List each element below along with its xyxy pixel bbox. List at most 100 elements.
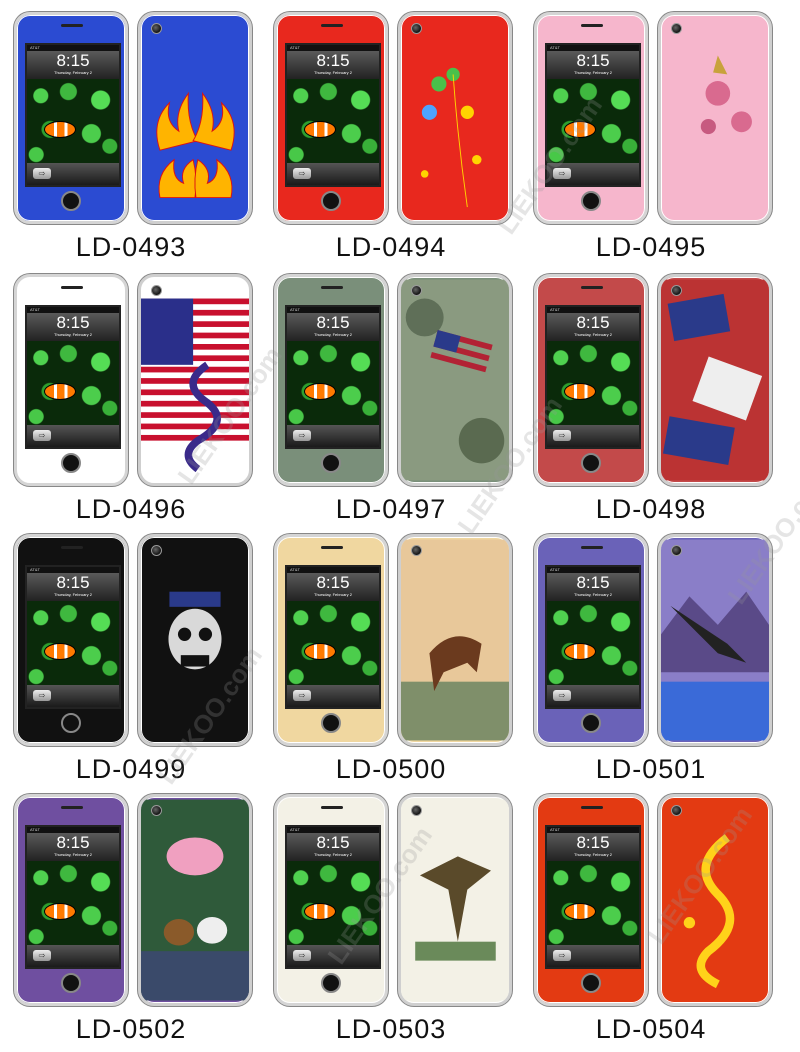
phone-front-view: AT&T 8:15 Thursday, February 2 ⇨ [274, 274, 388, 486]
status-bar: AT&T [287, 567, 379, 573]
clownfish-icon [563, 643, 596, 660]
phone-back-view [658, 794, 772, 1006]
phone-screen: AT&T 8:15 Thursday, February 2 ⇨ [25, 43, 121, 187]
wallpaper [547, 861, 639, 945]
arrow-right-icon[interactable]: ⇨ [293, 168, 311, 179]
product-card[interactable]: AT&T 8:15 Thursday, February 2 ⇨ LD-049 [260, 262, 522, 524]
phone-front-view: AT&T 8:15 Thursday, February 2 ⇨ [274, 12, 388, 224]
product-code: LD-0504 [595, 1014, 707, 1044]
product-card[interactable]: AT&T 8:15 Thursday, February 2 ⇨ LD-0503 [260, 782, 522, 1044]
product-card[interactable]: AT&T 8:15 Thursday, February 2 ⇨ LD-0494 [260, 0, 522, 262]
home-button[interactable] [61, 453, 81, 473]
phone-front-view: AT&T 8:15 Thursday, February 2 ⇨ [534, 794, 648, 1006]
slide-to-unlock[interactable]: ⇨ [287, 425, 379, 447]
wallpaper [27, 341, 119, 425]
home-button[interactable] [321, 973, 341, 993]
clownfish-icon [43, 383, 76, 400]
home-button[interactable] [61, 191, 81, 211]
phone-back-view [398, 794, 512, 1006]
clock-time: 8:15 [576, 833, 610, 852]
home-button[interactable] [581, 453, 601, 473]
home-button[interactable] [321, 191, 341, 211]
clock-time: 8:15 [316, 313, 350, 332]
phone-front-view: AT&T 8:15 Thursday, February 2 ⇨ [534, 534, 648, 746]
slide-to-unlock[interactable]: ⇨ [547, 163, 639, 185]
arrow-right-icon[interactable]: ⇨ [293, 430, 311, 441]
arrow-right-icon[interactable]: ⇨ [33, 168, 51, 179]
arrow-right-icon[interactable]: ⇨ [33, 950, 51, 961]
home-button[interactable] [321, 453, 341, 473]
arrow-right-icon[interactable]: ⇨ [553, 168, 571, 179]
product-card[interactable]: AT&T 8:15 Thursday, February 2 ⇨ LD-0502 [0, 782, 262, 1044]
phone-front-view: AT&T 8:15 Thursday, February 2 ⇨ [534, 274, 648, 486]
slide-to-unlock[interactable]: ⇨ [547, 945, 639, 967]
clownfish-icon [563, 903, 596, 920]
product-card[interactable]: AT&T 8:15 Thursday, February 2 ⇨ LD-0498 [520, 262, 782, 524]
home-button[interactable] [61, 973, 81, 993]
lock-clock: 8:15 Thursday, February 2 [547, 51, 639, 79]
wallpaper [287, 341, 379, 425]
product-card[interactable]: AT&T 8:15 Thursday, February 2 ⇨ LD-0493 [0, 0, 262, 262]
arrow-right-icon[interactable]: ⇨ [553, 430, 571, 441]
lock-clock: 8:15 Thursday, February 2 [287, 833, 379, 861]
camera-icon [411, 545, 422, 556]
slide-to-unlock[interactable]: ⇨ [287, 163, 379, 185]
arrow-right-icon[interactable]: ⇨ [293, 950, 311, 961]
speaker-grille [61, 286, 83, 289]
phone-screen: AT&T 8:15 Thursday, February 2 ⇨ [25, 565, 121, 709]
product-card[interactable]: AT&T 8:15 Thursday, February 2 ⇨ LD-0495 [520, 0, 782, 262]
product-card[interactable]: AT&T 8:15 Thursday, February 2 ⇨ LD-0499 [0, 522, 262, 784]
home-button[interactable] [321, 713, 341, 733]
product-card[interactable]: AT&T 8:15 Thursday, February 2 ⇨ LD-0500 [260, 522, 522, 784]
product-code: LD-0501 [595, 754, 707, 784]
product-code: LD-0502 [75, 1014, 187, 1044]
slide-to-unlock[interactable]: ⇨ [27, 163, 119, 185]
phone-screen: AT&T 8:15 Thursday, February 2 ⇨ [545, 565, 641, 709]
wallpaper [547, 79, 639, 163]
clock-time: 8:15 [316, 833, 350, 852]
arrow-right-icon[interactable]: ⇨ [553, 950, 571, 961]
product-card[interactable]: AT&T 8:15 Thursday, February 2 ⇨ LD-0496 [0, 262, 262, 524]
phone-front-view: AT&T 8:15 Thursday, February 2 ⇨ [274, 794, 388, 1006]
slide-to-unlock[interactable]: ⇨ [287, 685, 379, 707]
slide-to-unlock[interactable]: ⇨ [547, 685, 639, 707]
arrow-right-icon[interactable]: ⇨ [33, 690, 51, 701]
arrow-right-icon[interactable]: ⇨ [553, 690, 571, 701]
clock-date: Thursday, February 2 [574, 332, 612, 337]
phone-back-view [658, 12, 772, 224]
speaker-grille [581, 806, 603, 809]
slide-to-unlock[interactable]: ⇨ [27, 685, 119, 707]
clock-date: Thursday, February 2 [54, 70, 92, 75]
home-button[interactable] [581, 191, 601, 211]
home-button[interactable] [581, 713, 601, 733]
speaker-grille [321, 286, 343, 289]
clock-time: 8:15 [576, 51, 610, 70]
wallpaper [27, 79, 119, 163]
wallpaper [287, 601, 379, 685]
slide-to-unlock[interactable]: ⇨ [287, 945, 379, 967]
speaker-grille [321, 24, 343, 27]
wallpaper [27, 861, 119, 945]
phone-screen: AT&T 8:15 Thursday, February 2 ⇨ [285, 305, 381, 449]
home-button[interactable] [61, 713, 81, 733]
product-card[interactable]: AT&T 8:15 Thursday, February 2 ⇨ LD-0504 [520, 782, 782, 1044]
arrow-right-icon[interactable]: ⇨ [33, 430, 51, 441]
product-code: LD-0499 [75, 754, 187, 784]
clock-date: Thursday, February 2 [314, 70, 352, 75]
arrow-right-icon[interactable]: ⇨ [293, 690, 311, 701]
status-bar: AT&T [547, 567, 639, 573]
status-bar: AT&T [547, 827, 639, 833]
slide-to-unlock[interactable]: ⇨ [27, 945, 119, 967]
product-code: LD-0495 [595, 232, 707, 262]
phone-screen: AT&T 8:15 Thursday, February 2 ⇨ [285, 565, 381, 709]
slide-to-unlock[interactable]: ⇨ [547, 425, 639, 447]
product-card[interactable]: AT&T 8:15 Thursday, February 2 ⇨ LD-0501 [520, 522, 782, 784]
phone-screen: AT&T 8:15 Thursday, February 2 ⇨ [285, 825, 381, 969]
phone-back-view [658, 534, 772, 746]
lock-clock: 8:15 Thursday, February 2 [27, 573, 119, 601]
status-bar: AT&T [287, 307, 379, 313]
home-button[interactable] [581, 973, 601, 993]
slide-to-unlock[interactable]: ⇨ [27, 425, 119, 447]
phone-back-view [398, 12, 512, 224]
clock-date: Thursday, February 2 [54, 852, 92, 857]
